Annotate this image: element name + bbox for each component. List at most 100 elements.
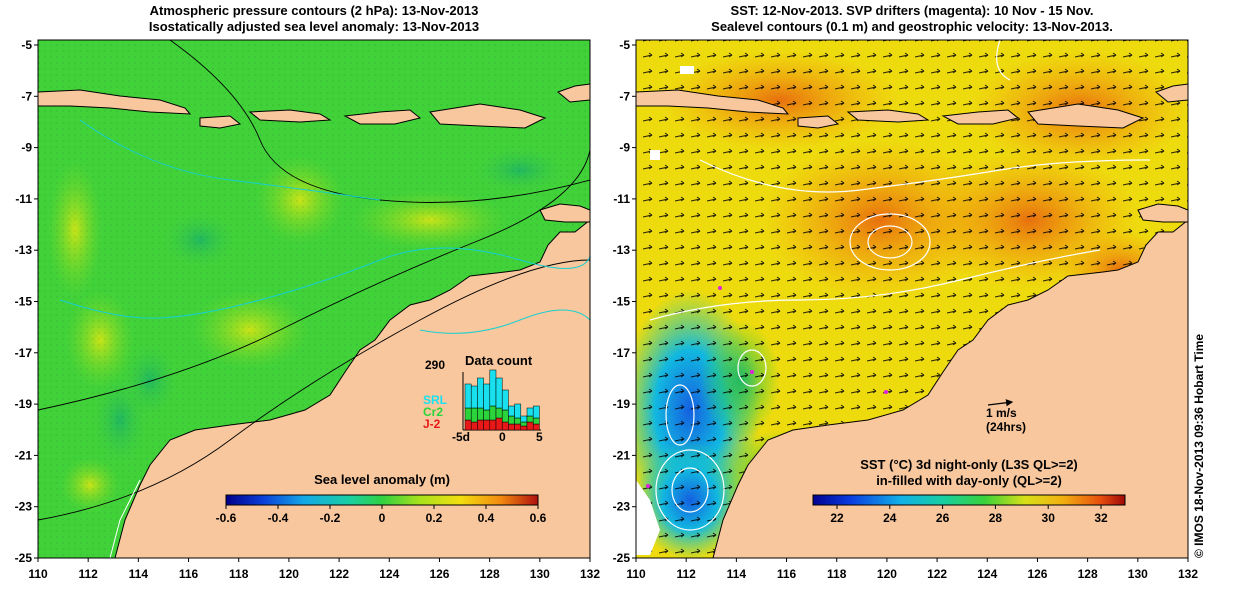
- data-count-inset: [462, 369, 541, 431]
- colorbar-tick-label: 28: [989, 511, 1003, 525]
- colorbar-tick-label: 24: [883, 511, 897, 525]
- y-tick-label: -11: [15, 192, 32, 206]
- data-count-bar: [532, 417, 540, 425]
- x-tick-label: 122: [329, 567, 349, 581]
- y-tick-label: -15: [613, 295, 631, 309]
- x-tick-label: 132: [1178, 567, 1198, 581]
- data-count-max: 290: [425, 358, 446, 372]
- x-tick-label: 120: [877, 567, 897, 581]
- dc-xtick-0: -5d: [452, 430, 470, 444]
- x-tick-label: 110: [28, 567, 48, 581]
- x-tick-label: 128: [480, 567, 500, 581]
- right-australia-land: [712, 219, 1188, 558]
- y-tick-label: -13: [613, 243, 631, 257]
- colorbar-tick-label: 0: [379, 511, 386, 525]
- data-count-title: Data count: [465, 353, 533, 368]
- x-tick-label: 122: [927, 567, 947, 581]
- y-tick-label: -25: [613, 551, 631, 565]
- y-tick-label: -9: [619, 141, 630, 155]
- data-count-bar: [495, 417, 503, 431]
- velocity-scale-sub: (24hrs): [986, 420, 1027, 434]
- data-count-bar: [526, 415, 534, 423]
- sst-colorbar: [812, 494, 1126, 506]
- legend-srl: SRL: [423, 393, 447, 407]
- data-count-bar: [477, 377, 484, 409]
- colorbar-tick-label: -0.2: [320, 511, 341, 525]
- left-x-axis: 110 112 114 116 118 120 122 124 126 128 130 132: [28, 558, 600, 581]
- colorbar-tick-label: 22: [830, 511, 844, 525]
- x-tick-label: 130: [1128, 567, 1148, 581]
- x-tick-label: 124: [977, 567, 997, 581]
- right-map-frame: [635, 39, 1189, 559]
- y-tick-label: -17: [15, 346, 33, 360]
- right-title-line1: SST: 12-Nov-2013. SVP drifters (magenta)…: [730, 3, 1094, 18]
- data-count-bars: [464, 369, 540, 431]
- data-count-bar: [464, 407, 472, 421]
- data-count-bar: [526, 407, 534, 417]
- credit-text: © IMOS 18-Nov-2013 09:36 Hobart Time: [1192, 333, 1206, 558]
- data-count-bar: [464, 383, 472, 409]
- velocity-scale: [987, 399, 1014, 407]
- x-tick-label: 112: [677, 567, 697, 581]
- colorbar-tick-label: 0.2: [426, 511, 443, 525]
- x-tick-label: 116: [777, 567, 797, 581]
- x-tick-label: 114: [129, 567, 149, 581]
- sla-colorbar: [225, 494, 539, 506]
- sst-colorbar-label-line2: in-filled with day-only (QL>=2): [876, 473, 1062, 488]
- sst-colorbar-ticks: 22 24 26 28 30 32: [830, 505, 1108, 525]
- dc-xtick-2: 5: [536, 430, 543, 444]
- data-count-bar: [526, 421, 534, 431]
- sla-colorbar-ticks: -0.6 -0.4 -0.2 0 0.2 0.4 0.6: [216, 505, 547, 525]
- data-count-bar: [477, 407, 484, 421]
- data-count-bar: [520, 425, 528, 431]
- x-tick-label: 128: [1078, 567, 1098, 581]
- x-tick-label: 126: [429, 567, 449, 581]
- left-map: [38, 40, 590, 558]
- y-tick-label: -23: [613, 500, 631, 514]
- colorbar-tick-label: 26: [936, 511, 950, 525]
- data-count-bar: [520, 415, 528, 423]
- y-tick-label: -21: [15, 448, 33, 462]
- data-count-bar: [470, 421, 478, 431]
- sst-colorbar-label-line1: SST (°C) 3d night-only (L3S QL>=2): [860, 457, 1078, 472]
- colorbar-tick-label: 30: [1042, 511, 1056, 525]
- data-count-bar: [495, 377, 503, 409]
- data-count-bar: [514, 403, 522, 419]
- data-count-bar: [489, 419, 497, 431]
- data-count-bar: [501, 421, 509, 431]
- y-tick-label: -21: [613, 448, 631, 462]
- left-title: Atmospheric pressure contours (2 hPa): 1…: [38, 3, 590, 35]
- x-tick-label: 124: [379, 567, 399, 581]
- data-count-bar: [532, 405, 540, 419]
- y-tick-label: -19: [613, 397, 631, 411]
- right-title-line2: Sealevel contours (0.1 m) and geostrophi…: [711, 19, 1113, 34]
- data-count-bar: [495, 407, 503, 419]
- colorbar-tick-label: 0.6: [530, 511, 547, 525]
- legend-j2: J-2: [423, 417, 441, 431]
- right-map: [636, 40, 1188, 558]
- data-count-bar: [464, 419, 472, 431]
- y-tick-label: -19: [15, 397, 33, 411]
- x-tick-label: 116: [179, 567, 199, 581]
- y-tick-label: -7: [21, 89, 32, 103]
- data-count-bar: [483, 419, 491, 431]
- left-australia-land: [114, 219, 590, 558]
- data-count-bar: [508, 415, 515, 425]
- velocity-scale-value: 1 m/s: [986, 406, 1017, 420]
- y-tick-label: -5: [619, 38, 630, 52]
- y-tick-label: -15: [15, 295, 33, 309]
- y-tick-label: -13: [15, 243, 33, 257]
- right-title: SST: 12-Nov-2013. SVP drifters (magenta)…: [636, 3, 1188, 35]
- colorbar-tick-label: 32: [1094, 511, 1108, 525]
- colorbar-tick-label: -0.4: [268, 511, 289, 525]
- data-count-bar: [501, 389, 509, 411]
- y-tick-label: -25: [15, 551, 33, 565]
- x-tick-label: 112: [79, 567, 99, 581]
- colorbar-tick-label: 0.4: [478, 511, 495, 525]
- x-tick-label: 118: [827, 567, 847, 581]
- y-tick-label: -5: [21, 38, 32, 52]
- x-tick-label: 110: [626, 567, 646, 581]
- x-tick-label: 114: [727, 567, 747, 581]
- right-indonesia-islands: [636, 83, 1188, 223]
